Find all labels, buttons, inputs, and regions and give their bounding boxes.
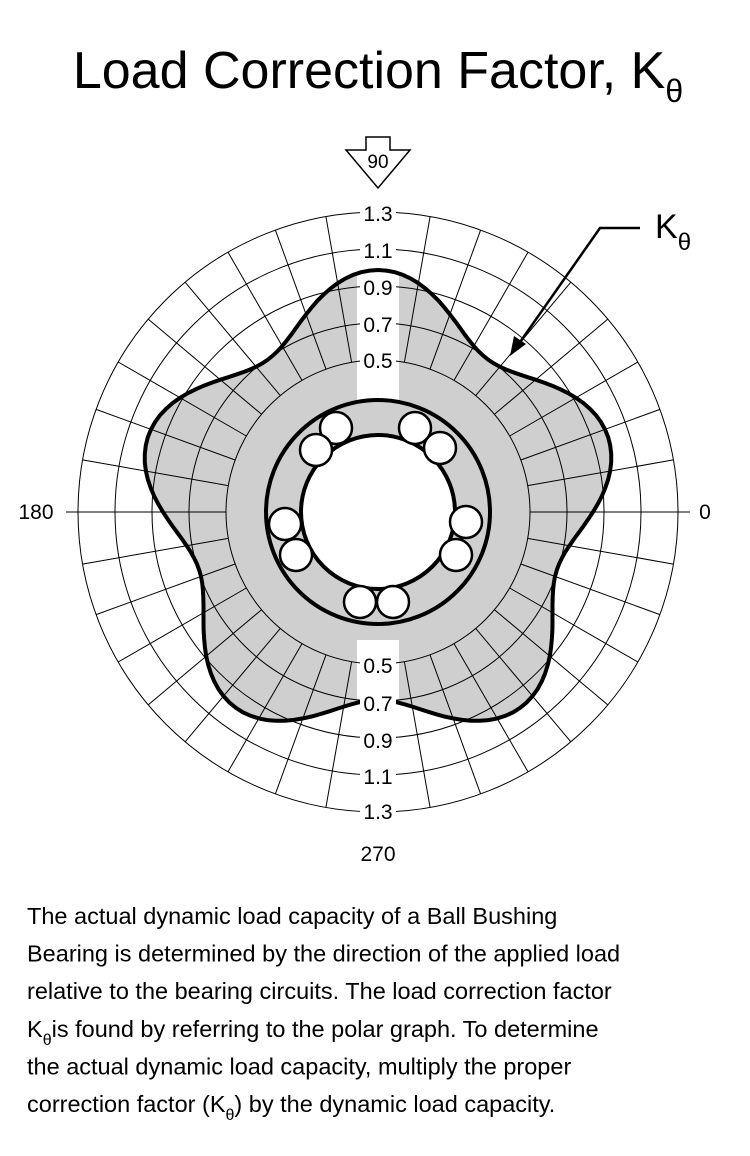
grid-spoke <box>117 587 247 663</box>
curve-label: Kθ <box>655 208 691 256</box>
grid-spoke <box>527 459 674 487</box>
line-text: is found by referring to the polar graph… <box>52 1016 599 1042</box>
paragraph-line: relative to the bearing circuits. The lo… <box>27 978 612 1004</box>
radial-label: 1.3 <box>363 203 392 226</box>
label-bg <box>360 201 396 225</box>
grid-spoke <box>453 251 529 381</box>
radial-label: 0.9 <box>363 730 392 753</box>
grid-spoke <box>274 229 327 370</box>
line-text: ) by the dynamic load capacity. <box>234 1091 555 1117</box>
paragraph-line: Bearing is determined by the direction o… <box>27 941 620 967</box>
title: Load Correction Factor, Kθ <box>73 42 683 109</box>
grid-spoke <box>325 216 353 363</box>
label-bg <box>360 275 396 299</box>
ball <box>397 410 433 446</box>
grid-spoke <box>494 318 609 415</box>
ball <box>298 432 334 468</box>
label-bg <box>360 653 396 677</box>
line-text: the actual dynamic load capacity, multip… <box>27 1053 571 1079</box>
grid-spoke <box>429 654 482 795</box>
grid-spoke <box>82 459 229 487</box>
grid-spoke <box>95 563 236 616</box>
radial-label: 1.1 <box>363 766 392 789</box>
grid-spoke <box>184 281 281 396</box>
paragraph-line: The actual dynamic load capacity of a Ba… <box>27 903 557 929</box>
grid-spoke <box>520 563 661 616</box>
curve-label-subscript: θ <box>678 229 691 256</box>
grid-spoke <box>403 216 431 363</box>
label-bg <box>360 348 396 372</box>
radial-label: 0.5 <box>363 350 392 373</box>
grid-spoke <box>527 537 674 565</box>
label-bg <box>360 312 396 336</box>
ball <box>278 537 314 573</box>
grid-spoke <box>520 408 661 461</box>
label-bg <box>360 691 396 715</box>
angle-label: 270 <box>360 843 395 866</box>
grid-spoke <box>147 318 262 415</box>
load-curve <box>142 267 614 723</box>
grid-spoke <box>509 587 639 663</box>
line-text: The actual dynamic load capacity of a Ba… <box>27 903 557 929</box>
grid-spoke <box>82 537 229 565</box>
grid-spoke <box>403 661 431 808</box>
grid-spoke <box>95 408 236 461</box>
grid-spoke <box>475 628 572 743</box>
grid-spoke <box>117 361 247 437</box>
label-bg <box>360 764 396 788</box>
ball <box>422 430 458 466</box>
grid-spoke <box>274 654 327 795</box>
ball <box>318 410 354 446</box>
radial-label: 0.7 <box>363 693 392 716</box>
radial-label: 0.7 <box>363 314 392 337</box>
grid-spoke <box>453 643 529 773</box>
ball <box>267 506 303 542</box>
direction-arrow <box>344 136 412 190</box>
angle-label: 90 <box>367 152 388 173</box>
label-bg <box>360 799 396 823</box>
title-subscript: θ <box>665 73 683 109</box>
grid-spoke <box>325 661 353 808</box>
line-text: Bearing is determined by the direction o… <box>27 941 620 967</box>
label-bg <box>360 238 396 262</box>
angle-label: 0 <box>699 501 711 524</box>
description: The actual dynamic load capacity of a Ba… <box>27 903 620 1124</box>
polar-graph: 1.3 1.1 0.9 0.7 0.5 0.5 0.7 0.9 1.1 1.3 90 0 180 270 K… <box>18 136 711 866</box>
ball <box>375 584 411 620</box>
title-text: Load Correction Factor, K <box>73 42 666 100</box>
subscript: θ <box>43 1032 52 1049</box>
angle-label: 180 <box>18 501 53 524</box>
grid-spoke <box>227 251 303 381</box>
arrowhead <box>510 336 526 356</box>
paragraph-line: correction factor (Kθ) by the dynamic lo… <box>27 1091 555 1124</box>
radial-label: 1.3 <box>363 801 392 824</box>
label-bg <box>360 728 396 752</box>
grid-spoke <box>509 361 639 437</box>
line-text: K <box>27 1016 43 1042</box>
ball <box>342 584 378 620</box>
grid-spoke <box>227 643 303 773</box>
radial-label: 0.9 <box>363 277 392 300</box>
radial-label: 1.1 <box>363 240 392 263</box>
grid-spoke <box>184 628 281 743</box>
grid-spoke <box>429 229 482 370</box>
curve-label-text: K <box>655 208 678 246</box>
line-text: relative to the bearing circuits. The lo… <box>27 978 612 1004</box>
radial-label: 0.5 <box>363 655 392 678</box>
paragraph-line: the actual dynamic load capacity, multip… <box>27 1053 571 1079</box>
line-text: correction factor (K <box>27 1091 226 1117</box>
ball <box>438 537 474 573</box>
subscript: θ <box>226 1107 235 1124</box>
paragraph-line: Kθis found by referring to the polar gra… <box>27 1016 599 1049</box>
leader <box>516 226 640 346</box>
ball <box>448 504 484 540</box>
